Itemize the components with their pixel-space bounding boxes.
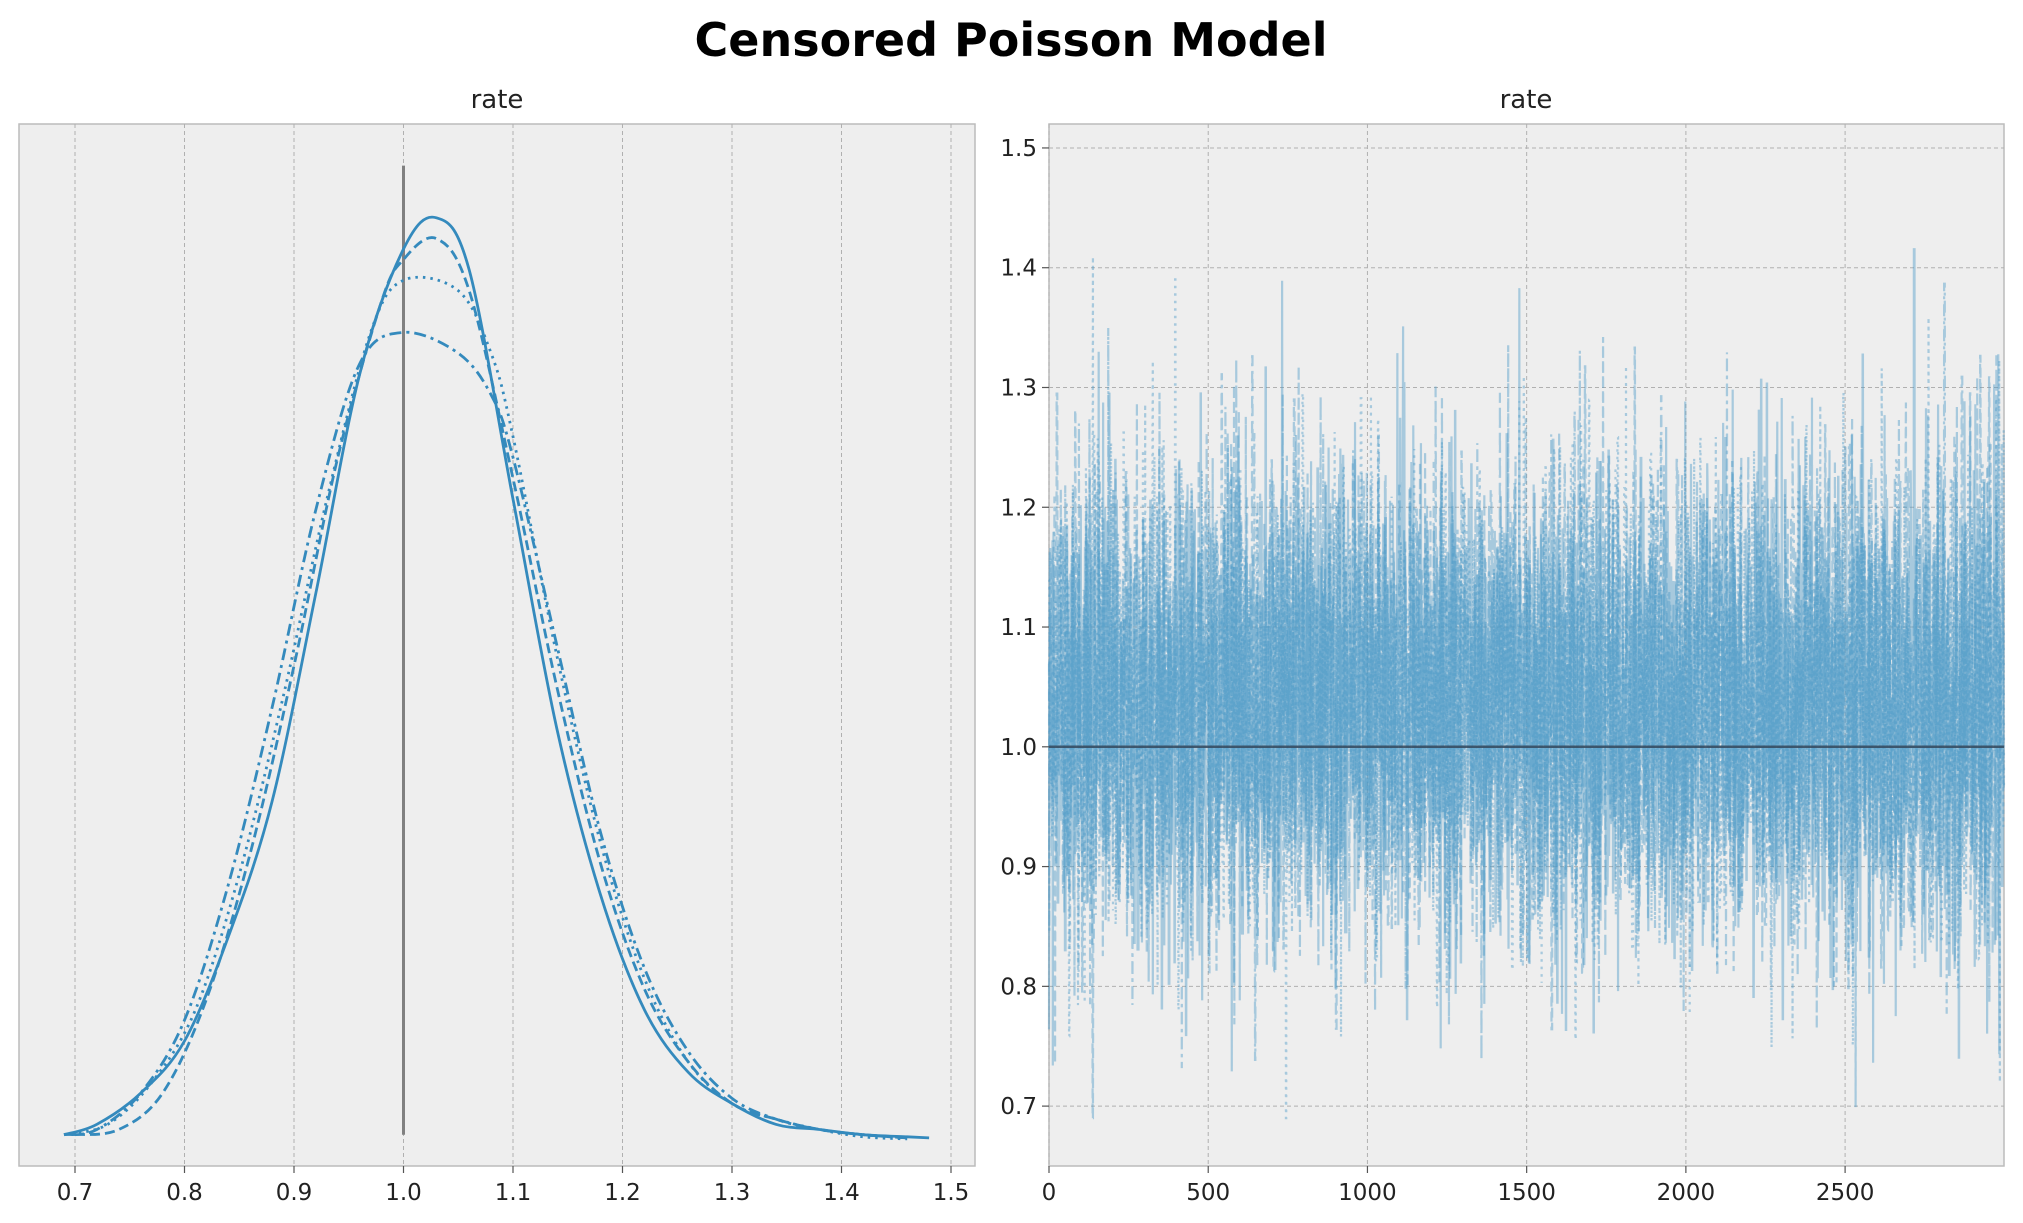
density-tick-label: 1.3 [714, 1180, 751, 1206]
trace-y-tick-label: 1.5 [1000, 136, 1037, 162]
density-x-ticks: 0.7 0.8 0.9 1.0 1.1 1.2 1.3 1.4 1.5 [57, 1166, 970, 1206]
density-line-chain-3 [63, 330, 908, 1140]
figure-title: Censored Poisson Model [695, 13, 1328, 67]
trace-x-tick-label: 2500 [1816, 1180, 1875, 1206]
trace-x-tick-label: 2000 [1657, 1180, 1716, 1206]
trace-panel-title: rate [1500, 85, 1553, 115]
trace-y-tick-label: 1.2 [1000, 495, 1037, 521]
trace-y-ticks: 0.7 0.8 0.9 1.0 1.1 1.2 1.3 1.4 1.5 [1000, 136, 1049, 1120]
trace-y-tick-label: 1.4 [1000, 256, 1037, 282]
density-plot-area [18, 123, 976, 1167]
trace-x-tick-label: 1500 [1497, 1180, 1556, 1206]
trace-y-tick-label: 0.8 [1000, 974, 1037, 1000]
density-tick-label: 1.1 [495, 1180, 532, 1206]
density-lines [63, 215, 930, 1141]
trace-y-tick-label: 1.1 [1000, 615, 1037, 641]
density-line-chain-1 [74, 236, 908, 1140]
trace-line-chain-2 [1048, 256, 2006, 1120]
density-panel-title: rate [471, 85, 524, 115]
trace-line-chain-0 [1047, 248, 2005, 1072]
density-tick-label: 0.8 [166, 1180, 203, 1206]
density-tick-label: 1.4 [823, 1180, 860, 1206]
density-tick-label: 0.9 [276, 1180, 313, 1206]
density-tick-label: 1.0 [385, 1180, 422, 1206]
density-tick-label: 0.7 [57, 1180, 94, 1206]
trace-y-tick-label: 1.3 [1000, 375, 1037, 401]
density-tick-label: 1.2 [604, 1180, 641, 1206]
trace-y-tick-label: 0.9 [1000, 855, 1037, 881]
trace-y-tick-label: 0.7 [1000, 1094, 1037, 1120]
trace-y-tick-label: 1.0 [1000, 735, 1037, 761]
trace-line-chain-3 [1047, 282, 2006, 1069]
trace-lines [1047, 248, 2006, 1120]
trace-x-tick-label: 1000 [1338, 1180, 1397, 1206]
density-panel: rate 0.7 0.8 0.9 1.0 1.1 1.2 1.3 1.4 1.5 [18, 85, 976, 1206]
trace-line-chain-1 [1048, 337, 2005, 1120]
trace-x-ticks: 0 500 1000 1500 2000 2500 [1042, 1166, 1875, 1206]
trace-grid [1048, 124, 2004, 1166]
trace-panel: rate 0 500 1000 1500 2000 2500 0.7 0.8 0.9 1.0 1.… [1000, 85, 2006, 1206]
trace-x-tick-label: 0 [1042, 1180, 1057, 1206]
trace-x-tick-label: 500 [1186, 1180, 1230, 1206]
density-line-chain-2 [63, 275, 908, 1141]
density-tick-label: 1.5 [933, 1180, 970, 1206]
